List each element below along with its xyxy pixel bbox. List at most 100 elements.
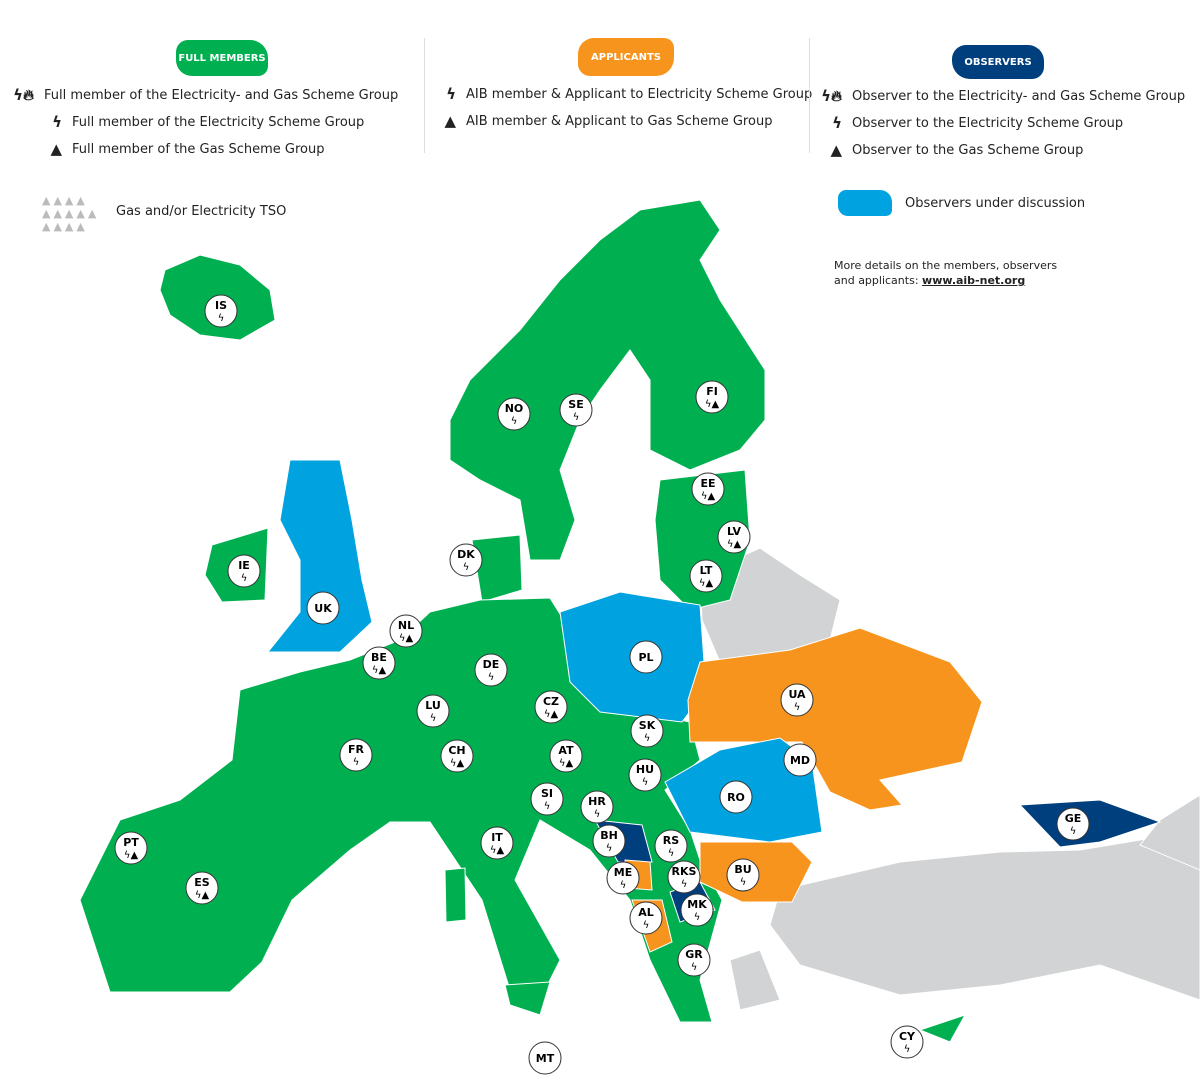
marker-circle (780, 683, 814, 717)
country-marker-bh[interactable]: BHϟ (592, 824, 626, 858)
country-marker-sk[interactable]: SKϟ (630, 714, 664, 748)
electricity-icon: ϟ (620, 880, 627, 891)
country-marker-is[interactable]: ISϟ (204, 294, 238, 328)
aib-website-link[interactable]: www.aib-net.org (922, 274, 1026, 287)
electricity-icon: ϟ (904, 1044, 911, 1055)
country-code-label: RKS (672, 865, 697, 878)
country-marker-ge[interactable]: GEϟ (1056, 807, 1090, 841)
marker-circle (528, 1041, 562, 1075)
gas-flame-icon: ▲ (444, 112, 456, 130)
country-marker-bu[interactable]: BUϟ (726, 858, 760, 892)
country-marker-me[interactable]: MEϟ (606, 861, 640, 895)
country-code-label: IT (491, 831, 503, 844)
marker-circle (339, 738, 373, 772)
country-code-label: IE (238, 559, 250, 572)
electricity-icon: ϟ (691, 962, 698, 973)
country-marker-ro[interactable]: RO (719, 780, 753, 814)
country-marker-uk[interactable]: UK (306, 591, 340, 625)
electricity-icon: ϟ (218, 313, 225, 324)
marker-circle (480, 826, 514, 860)
electricity-gas-icon: ϟ▲ (399, 633, 414, 644)
uk-region (266, 459, 373, 653)
marker-circle (695, 380, 729, 414)
observers-badge: OBSERVERS (952, 45, 1044, 79)
electricity-icon: ϟ (544, 801, 551, 812)
marker-circle (449, 543, 483, 577)
marker-circle (204, 294, 238, 328)
electricity-gas-icon: ϟ▲ (701, 491, 716, 502)
country-marker-rs[interactable]: RSϟ (654, 829, 688, 863)
gas-flame-icon: ▲ (830, 141, 842, 159)
electricity-icon: ϟ (241, 573, 248, 584)
country-marker-se[interactable]: SEϟ (559, 393, 593, 427)
country-marker-dk[interactable]: DKϟ (449, 543, 483, 577)
country-code-label: AT (558, 744, 574, 757)
marker-circle (654, 829, 688, 863)
marker-circle (530, 782, 564, 816)
electricity-gas-icon: ϟ▲ (544, 709, 559, 720)
sicily-region (504, 981, 551, 1016)
country-marker-de[interactable]: DEϟ (474, 653, 508, 687)
country-marker-it[interactable]: ITϟ▲ (480, 826, 514, 860)
legend-label: Full member of the Electricity Scheme Gr… (72, 114, 365, 130)
greek-islands-region (729, 949, 781, 1011)
country-marker-lt[interactable]: LTϟ▲ (689, 559, 723, 593)
details-note: More details on the members, observers a… (834, 258, 1057, 288)
country-marker-cy[interactable]: CYϟ (890, 1025, 924, 1059)
marker-circle (717, 520, 751, 554)
baltics-region (654, 469, 751, 611)
country-marker-mt[interactable]: MT (528, 1041, 562, 1075)
scandinavia-region (449, 199, 766, 561)
country-marker-si[interactable]: SIϟ (530, 782, 564, 816)
country-marker-es[interactable]: ESϟ▲ (185, 871, 219, 905)
country-marker-hu[interactable]: HUϟ (628, 758, 662, 792)
country-marker-ee[interactable]: EEϟ▲ (691, 472, 725, 506)
denmark-region (471, 534, 523, 603)
country-marker-lv[interactable]: LVϟ▲ (717, 520, 751, 554)
legend-label: Observer to the Electricity- and Gas Sch… (852, 88, 1186, 104)
electricity-icon: ϟ (488, 672, 495, 683)
country-marker-gr[interactable]: GRϟ (677, 943, 711, 977)
legend-applicant-gas: ▲ AIB member & Applicant to Gas Scheme Gr… (422, 112, 772, 130)
country-marker-ua[interactable]: UAϟ (780, 683, 814, 717)
electricity-icon: ϟ (463, 562, 470, 573)
country-code-label: CZ (543, 695, 559, 708)
country-code-label: RS (663, 834, 679, 847)
country-marker-lu[interactable]: LUϟ (416, 694, 450, 728)
electricity-icon: ϟ (644, 733, 651, 744)
country-code-label: MK (687, 898, 707, 911)
country-code-label: NL (398, 619, 414, 632)
country-code-label: FI (706, 385, 718, 398)
marker-circle (680, 893, 714, 927)
country-code-label: BU (734, 863, 751, 876)
country-marker-no[interactable]: NOϟ (497, 397, 531, 431)
country-marker-ie[interactable]: IEϟ (227, 554, 261, 588)
ukraine-region (687, 627, 983, 811)
country-marker-md[interactable]: MD (783, 743, 817, 777)
country-marker-fr[interactable]: FRϟ (339, 738, 373, 772)
marker-circle (474, 653, 508, 687)
country-marker-at[interactable]: ATϟ▲ (549, 739, 583, 773)
electricity-icon: ϟ (511, 416, 518, 427)
country-marker-hr[interactable]: HRϟ (580, 790, 614, 824)
electricity-gas-icon: ϟ▲ (124, 850, 139, 861)
marker-circle (114, 831, 148, 865)
country-code-label: DE (483, 658, 500, 671)
country-marker-ch[interactable]: CHϟ▲ (440, 739, 474, 773)
electricity-icon: ϟ (794, 702, 801, 713)
country-marker-cz[interactable]: CZϟ▲ (534, 690, 568, 724)
country-marker-mk[interactable]: MKϟ (680, 893, 714, 927)
country-marker-be[interactable]: BEϟ▲ (362, 646, 396, 680)
marker-circle (691, 472, 725, 506)
country-marker-al[interactable]: ALϟ (629, 901, 663, 935)
country-marker-pt[interactable]: PTϟ▲ (114, 831, 148, 865)
marker-circle (416, 694, 450, 728)
country-code-label: EE (700, 477, 715, 490)
electricity-gas-icon: ϟ🔥︎ (821, 87, 842, 105)
country-marker-nl[interactable]: NLϟ▲ (389, 614, 423, 648)
country-marker-pl[interactable]: PL (629, 640, 663, 674)
country-marker-fi[interactable]: FIϟ▲ (695, 380, 729, 414)
legend-observer-electricity-gas: ϟ🔥︎ Observer to the Electricity- and Gas … (808, 87, 1185, 105)
